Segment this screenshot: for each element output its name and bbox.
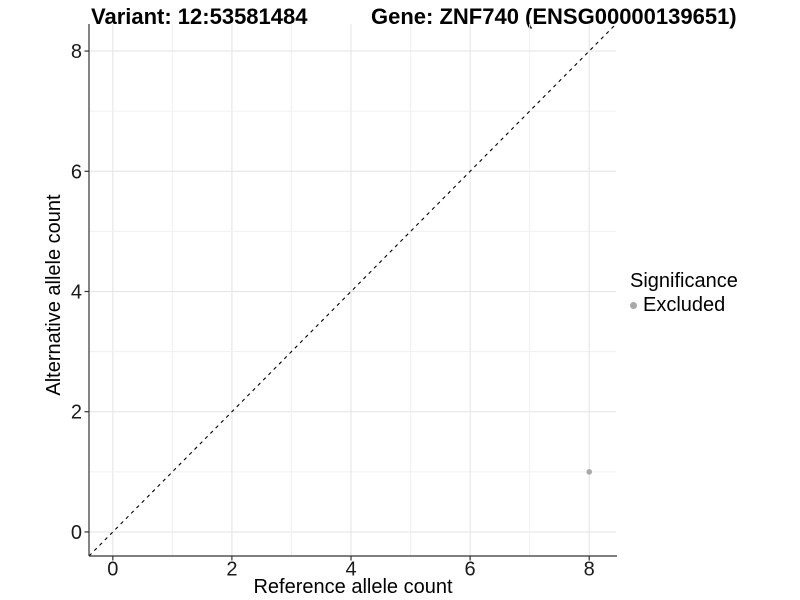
- gridlines: [89, 24, 616, 556]
- excluded-point-icon: [630, 302, 637, 309]
- legend-title: Significance: [630, 270, 738, 292]
- y-tick-label: 6: [71, 161, 82, 183]
- legend-item-label: Excluded: [643, 294, 726, 316]
- y-axis-title: Alternative allele count: [43, 194, 65, 396]
- legend: Significance Excluded: [630, 269, 780, 317]
- variant-title: Variant: 12:53581484: [91, 4, 308, 29]
- x-tick-label: 6: [465, 559, 476, 581]
- gene-title: Gene: ZNF740 (ENSG00000139651): [371, 4, 737, 29]
- x-tick-label: 0: [107, 559, 118, 581]
- y-tick-label: 2: [71, 402, 82, 424]
- y-tick-label: 4: [71, 282, 82, 304]
- y-tick-label: 0: [71, 522, 82, 544]
- x-tick-label: 8: [584, 559, 595, 581]
- x-tick-label: 2: [226, 559, 237, 581]
- identity-dashed-line: [88, 23, 617, 557]
- y-tick-label: 8: [71, 41, 82, 63]
- x-tick-label: 4: [345, 559, 356, 581]
- x-axis-title: Reference allele count: [253, 576, 453, 598]
- legend-item-excluded: Excluded: [630, 294, 780, 317]
- data-points: [586, 469, 593, 475]
- data-point-excluded: [586, 469, 593, 475]
